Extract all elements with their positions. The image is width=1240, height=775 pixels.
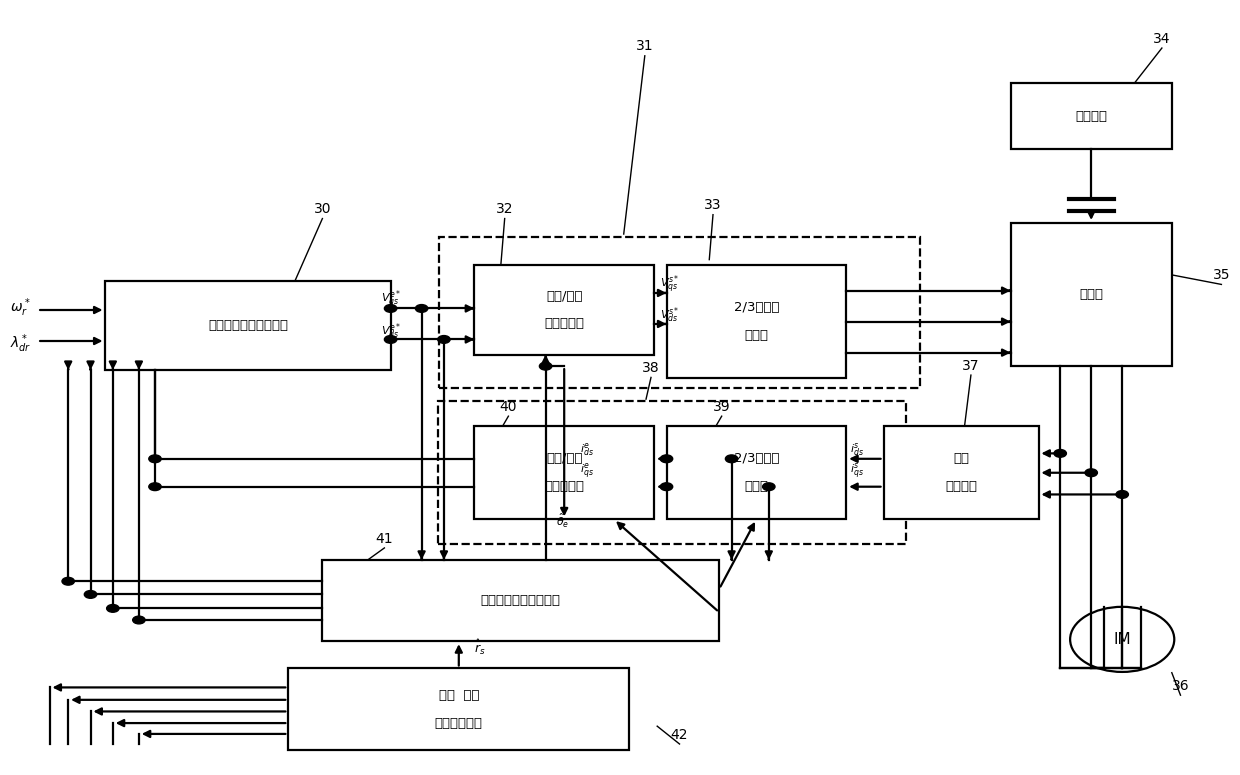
Text: 静态/同步: 静态/同步 bbox=[546, 453, 583, 465]
Text: $V_{ds}^{s*}$: $V_{ds}^{s*}$ bbox=[660, 305, 680, 326]
Text: 31: 31 bbox=[636, 40, 653, 53]
Text: 电流: 电流 bbox=[954, 453, 968, 465]
Text: 磁通量与速度控制单元: 磁通量与速度控制单元 bbox=[208, 319, 288, 332]
Text: 2/3相坐标: 2/3相坐标 bbox=[734, 453, 779, 465]
Circle shape bbox=[149, 455, 161, 463]
Text: 坐标转换器: 坐标转换器 bbox=[544, 480, 584, 493]
Text: 转换器: 转换器 bbox=[744, 480, 769, 493]
Text: $\lambda_{dr}^*$: $\lambda_{dr}^*$ bbox=[10, 332, 31, 355]
Text: 40: 40 bbox=[500, 400, 517, 414]
Bar bbox=[438, 401, 906, 544]
Circle shape bbox=[415, 305, 428, 312]
Circle shape bbox=[384, 336, 397, 343]
Bar bbox=[883, 426, 1039, 519]
Circle shape bbox=[763, 483, 775, 491]
Circle shape bbox=[725, 455, 738, 463]
Text: $i_{qs}^{s}$: $i_{qs}^{s}$ bbox=[851, 461, 864, 481]
Text: 磁通量与速度估算单元: 磁通量与速度估算单元 bbox=[481, 594, 560, 607]
Circle shape bbox=[133, 616, 145, 624]
Text: $\omega_r^*$: $\omega_r^*$ bbox=[10, 296, 31, 319]
Circle shape bbox=[149, 483, 161, 491]
Text: 39: 39 bbox=[713, 400, 730, 414]
Text: 转换器: 转换器 bbox=[744, 329, 769, 342]
Text: 2/3相坐标: 2/3相坐标 bbox=[734, 301, 779, 314]
Text: 一次  线圈: 一次 线圈 bbox=[439, 689, 479, 701]
Circle shape bbox=[660, 483, 672, 491]
Circle shape bbox=[62, 577, 74, 585]
Text: $\hat{\theta}_e$: $\hat{\theta}_e$ bbox=[556, 512, 569, 530]
Text: 35: 35 bbox=[1213, 268, 1230, 282]
Circle shape bbox=[1085, 469, 1097, 477]
Text: $V_{qs}^{s*}$: $V_{qs}^{s*}$ bbox=[660, 274, 680, 295]
Text: 变流器: 变流器 bbox=[1079, 288, 1104, 301]
Text: 41: 41 bbox=[376, 532, 393, 546]
Circle shape bbox=[1116, 491, 1128, 498]
Circle shape bbox=[107, 604, 119, 612]
Text: 检测单元: 检测单元 bbox=[945, 480, 977, 493]
Text: 34: 34 bbox=[1153, 32, 1171, 46]
Text: IM: IM bbox=[1114, 632, 1131, 647]
Text: 同步/静态: 同步/静态 bbox=[546, 290, 583, 302]
Bar bbox=[1011, 84, 1172, 149]
Circle shape bbox=[438, 336, 450, 343]
Text: 36: 36 bbox=[1172, 679, 1189, 693]
Text: $i_{ds}^{s}$: $i_{ds}^{s}$ bbox=[851, 441, 864, 458]
Bar bbox=[474, 265, 655, 355]
Text: 38: 38 bbox=[642, 361, 660, 375]
Text: 32: 32 bbox=[496, 202, 513, 216]
Bar bbox=[667, 265, 846, 378]
Text: $V_{ds}^{e*}$: $V_{ds}^{e*}$ bbox=[382, 321, 402, 341]
Bar bbox=[474, 426, 655, 519]
Bar bbox=[288, 668, 630, 750]
Text: 42: 42 bbox=[671, 728, 688, 742]
Circle shape bbox=[539, 363, 552, 370]
Text: 电阻估算单元: 电阻估算单元 bbox=[435, 717, 482, 729]
Text: $i_{ds}^{e}$: $i_{ds}^{e}$ bbox=[579, 441, 594, 458]
Circle shape bbox=[1054, 449, 1066, 457]
Bar bbox=[667, 426, 846, 519]
Circle shape bbox=[84, 591, 97, 598]
Bar bbox=[439, 237, 920, 388]
Text: 30: 30 bbox=[314, 202, 331, 216]
Bar bbox=[1011, 223, 1172, 367]
Bar bbox=[322, 560, 719, 642]
Circle shape bbox=[660, 455, 672, 463]
Text: $\hat{r}_s$: $\hat{r}_s$ bbox=[474, 638, 485, 656]
Text: $i_{qs}^{e}$: $i_{qs}^{e}$ bbox=[579, 461, 594, 481]
Text: 33: 33 bbox=[704, 198, 722, 212]
Text: 电源装置: 电源装置 bbox=[1075, 110, 1107, 122]
Text: 坐标转换器: 坐标转换器 bbox=[544, 318, 584, 330]
Circle shape bbox=[384, 305, 397, 312]
Bar bbox=[105, 281, 391, 370]
Text: $V_{qs}^{e*}$: $V_{qs}^{e*}$ bbox=[382, 289, 402, 311]
Text: 37: 37 bbox=[962, 359, 980, 373]
